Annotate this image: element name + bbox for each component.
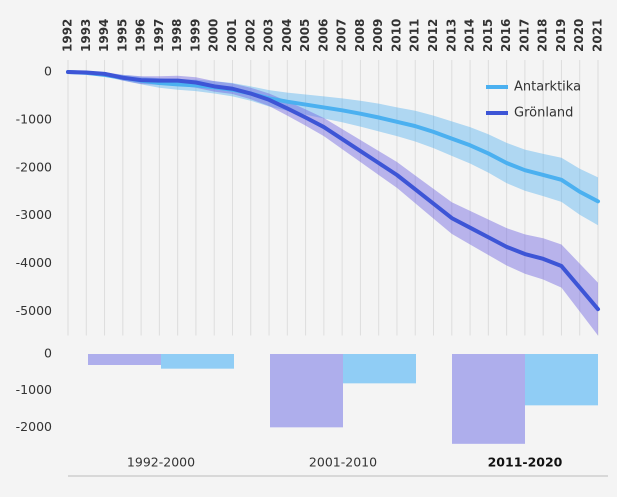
x-tick-label: 1998 <box>170 19 184 52</box>
y-tick-label: -1000 <box>16 382 52 397</box>
uncertainty-band <box>68 71 598 226</box>
bar <box>161 354 234 369</box>
x-tick-label: 1992 <box>61 19 75 52</box>
y-tick-label: -2000 <box>16 159 52 174</box>
x-tick-label: 1994 <box>97 19 111 52</box>
x-tick-label: 2005 <box>298 19 312 52</box>
x-tick-label: 2004 <box>280 19 294 52</box>
series-line <box>66 69 600 204</box>
x-tick-label: 2008 <box>353 19 367 52</box>
x-tick-label: 2006 <box>316 19 330 52</box>
y-tick-label: -2000 <box>16 419 52 434</box>
y-tick-label: -1000 <box>16 111 52 126</box>
x-tick-label: 2007 <box>335 19 349 52</box>
x-tick-label: 1992-2000 <box>127 455 195 470</box>
x-tick-label: 1993 <box>79 19 93 52</box>
x-tick-label: 2014 <box>463 19 477 52</box>
x-tick-label: 2010 <box>389 19 403 52</box>
x-tick-label: 2016 <box>499 19 513 52</box>
y-tick-label: -3000 <box>16 207 52 222</box>
x-tick-label: 1995 <box>115 19 129 52</box>
x-tick-label: 2013 <box>444 19 458 52</box>
bar <box>343 354 416 384</box>
x-tick-label: 2012 <box>426 19 440 52</box>
x-tick-label: 2018 <box>536 19 550 52</box>
x-tick-label: 2003 <box>262 19 276 52</box>
x-tick-label: 2011 <box>408 19 422 52</box>
x-tick-label: 2011-2020 <box>488 455 563 470</box>
x-tick-label: 2021 <box>591 19 605 52</box>
bar <box>270 354 343 428</box>
x-tick-label: 2000 <box>207 19 221 52</box>
legend-label: Antarktika <box>514 80 581 95</box>
x-tick-label: 2001 <box>225 19 239 52</box>
bar <box>88 354 161 365</box>
x-tick-label: 2019 <box>554 19 568 52</box>
x-tick-label: 2015 <box>481 19 495 52</box>
x-tick-label: 2017 <box>517 19 531 52</box>
x-tick-label: 2002 <box>243 19 257 52</box>
uncertainty-band <box>68 71 598 336</box>
x-tick-label: 2020 <box>572 19 586 52</box>
legend-label: Grönland <box>514 106 573 121</box>
bar <box>525 354 598 406</box>
x-tick-label: 2009 <box>371 19 385 52</box>
y-tick-label: 0 <box>44 63 52 78</box>
y-tick-label: 0 <box>44 346 52 361</box>
x-tick-label: 1996 <box>134 19 148 52</box>
x-tick-label: 2001-2010 <box>309 455 377 470</box>
x-tick-label: 1999 <box>188 19 202 52</box>
y-tick-label: -5000 <box>16 303 52 318</box>
y-tick-label: -4000 <box>16 255 52 270</box>
x-tick-label: 1997 <box>152 19 166 52</box>
bar <box>452 354 525 444</box>
series-line <box>66 69 600 312</box>
